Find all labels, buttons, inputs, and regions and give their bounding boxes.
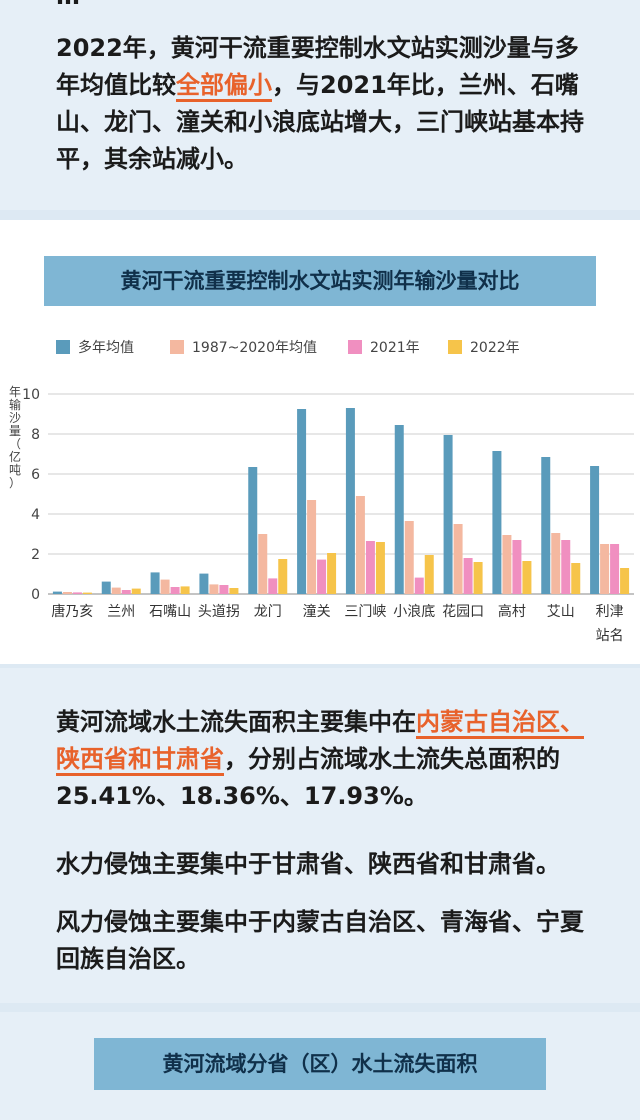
bar (121, 590, 131, 594)
legend-swatch (448, 340, 462, 354)
bar (620, 568, 630, 594)
bar (278, 559, 288, 594)
x-tick-label: 高村 (498, 603, 526, 620)
bar (551, 533, 561, 594)
y-tick-label: 2 (31, 547, 40, 563)
x-tick-label: 龙门 (254, 604, 282, 620)
legend-item-series-4: 2022年 (448, 336, 520, 360)
bar (522, 561, 532, 594)
x-tick-label: 石嘴山 (149, 604, 191, 620)
bar (72, 592, 82, 594)
x-tick-label: 利津 (596, 604, 624, 620)
bar (345, 408, 355, 594)
bar (443, 435, 453, 594)
bar (561, 540, 571, 594)
y-tick-label: 10 (22, 387, 40, 403)
bar (258, 534, 268, 594)
chart-y-axis-label: 年输沙量（亿吨） (8, 385, 21, 490)
intro-text-before: 2022年，黄河干流重要控制水文站实测沙量与多年均值比较 (56, 34, 579, 99)
bar (414, 577, 424, 594)
area-highlight: 内蒙古自治区、陕西省和甘肃省 (56, 708, 584, 776)
bar (101, 581, 111, 594)
bar (424, 555, 434, 594)
x-tick-label: 头道拐 (198, 604, 240, 620)
bar (355, 496, 365, 594)
x-tick-label: 三门峡 (344, 604, 386, 620)
bar (131, 588, 141, 594)
x-tick-label: 小浪底 (393, 604, 435, 620)
legend-label: 多年均值 (78, 340, 134, 356)
bar (160, 579, 170, 594)
legend-swatch (170, 340, 184, 354)
bar (268, 578, 278, 594)
chart-legend: 多年均值 1987~2020年均值 2021年 2022年 (56, 336, 616, 360)
bar (52, 591, 62, 594)
cut-off-text: … (56, 0, 80, 10)
bar (327, 553, 337, 594)
intro-highlight: 全部偏小 (176, 71, 272, 102)
bar (453, 524, 463, 594)
middle-band (0, 668, 640, 1003)
bar (150, 572, 160, 594)
bar (512, 540, 522, 594)
bar (375, 542, 385, 594)
bar (111, 587, 121, 594)
water-erosion-paragraph: 水力侵蚀主要集中于甘肃省、陕西省和甘肃省。 (56, 850, 560, 878)
legend-item-series-1: 多年均值 (56, 336, 134, 360)
chart-section-title: 黄河干流重要控制水文站实测年输沙量对比 (44, 256, 596, 306)
bar (541, 457, 551, 594)
bar (590, 466, 600, 594)
y-tick-label: 6 (31, 467, 40, 483)
area-paragraph: 黄河流域水土流失面积主要集中在内蒙古自治区、陕西省和甘肃省，分别占流域水土流失总… (56, 704, 596, 815)
bar (404, 521, 414, 594)
bar (180, 586, 190, 594)
area-text-after: ，分别占流域水土流失总面积的25.41%、18.36%、17.93%。 (56, 745, 560, 810)
legend-label: 2021年 (370, 340, 420, 356)
bar (502, 535, 512, 594)
legend-swatch (56, 340, 70, 354)
bar (317, 559, 327, 594)
bar (62, 592, 72, 594)
intro-text-after: ，与2021年比，兰州、石嘴山、龙门、潼关和小浪底站增大，三门峡站基本持平，其余… (56, 71, 584, 173)
bar (199, 573, 209, 594)
x-tick-label: 潼关 (303, 603, 331, 620)
bar (170, 587, 180, 594)
bar (248, 467, 258, 594)
bar (297, 409, 307, 594)
province-section-title: 黄河流域分省（区）水土流失面积 (94, 1038, 546, 1090)
bar (307, 500, 317, 594)
area-text-before: 黄河流域水土流失面积主要集中在 (56, 708, 416, 736)
wind-erosion-paragraph: 风力侵蚀主要集中于内蒙古自治区、青海省、宁夏回族自治区。 (56, 908, 584, 973)
x-tick-label: 唐乃亥 (51, 603, 93, 620)
bar (209, 584, 219, 594)
bar (571, 563, 581, 594)
legend-label: 1987~2020年均值 (192, 340, 317, 356)
bar (610, 544, 620, 594)
bar (473, 562, 483, 594)
bar (463, 558, 473, 594)
y-tick-label: 4 (31, 507, 40, 523)
legend-swatch (348, 340, 362, 354)
intro-paragraph: 2022年，黄河干流重要控制水文站实测沙量与多年均值比较全部偏小，与2021年比… (56, 30, 596, 178)
x-tick-label: 花园口 (442, 604, 484, 620)
y-tick-label: 0 (31, 587, 40, 603)
bar (229, 588, 239, 594)
legend-item-series-2: 1987~2020年均值 (170, 336, 317, 360)
y-tick-label: 8 (31, 427, 40, 443)
bar (365, 541, 375, 594)
legend-label: 2022年 (470, 340, 520, 356)
x-axis-label: 站名 (596, 628, 624, 644)
x-tick-label: 兰州 (107, 604, 135, 620)
legend-item-series-3: 2021年 (348, 336, 420, 360)
x-tick-label: 艾山 (547, 604, 575, 620)
bar (219, 585, 229, 594)
bar (82, 592, 92, 594)
bar (492, 451, 502, 594)
bar (600, 544, 610, 594)
top-band (0, 0, 640, 210)
bar (394, 425, 404, 594)
